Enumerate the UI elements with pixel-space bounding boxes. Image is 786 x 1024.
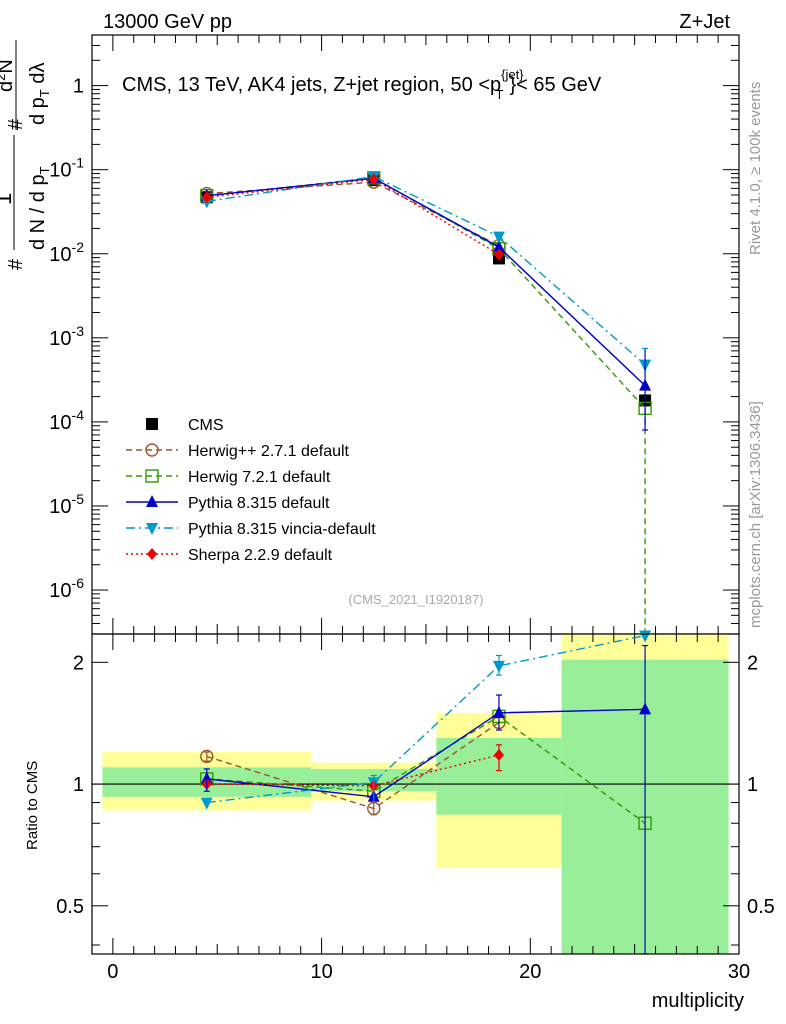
ratio-y-tick-label-right: 0.5 [747,896,775,918]
ratio-y-tick-label: 2 [73,652,84,674]
legend-marker [145,469,159,483]
series-line [206,178,500,256]
ratio-line [206,634,646,804]
rivet-label: Rivet 4.1.0, ≥ 100k events [747,82,764,255]
series-pythia-8-315-default [200,171,652,391]
main-ylabel: # 1 d N / d pT # d2N d pT dλ [0,40,52,270]
ratio-frame [91,633,740,955]
legend-item: Herwig 7.2.1 default [126,469,331,486]
ratio-line [206,708,646,798]
main-y-tick-label: 10-4 [49,407,84,434]
main-y-tick-label: 10-6 [49,575,84,602]
legend-item: Herwig++ 2.7.1 default [126,443,350,460]
svg-text:d N / d pT: d N / d pT [27,166,52,250]
x-tick-label: 20 [519,961,541,983]
header-left: 13000 GeV pp [103,11,232,33]
legend-label: CMS [188,417,224,434]
main-title: CMS, 13 TeV, AK4 jets, Z+jet region, 50 … [122,67,602,102]
x-tick-label: 30 [728,961,750,983]
legend-marker [147,548,157,560]
legend-marker [146,495,158,507]
x-tick-label: 10 [310,961,332,983]
ratio-y-tick-label-right: 2 [747,652,758,674]
ratio-line [206,715,646,824]
legend: CMS Herwig++ 2.7.1 default Herwig 7.2.1 de… [126,417,376,564]
ratio-point [200,749,214,764]
series-line [206,177,646,387]
svg-text:1: 1 [0,193,16,205]
main-y-tick-label: 10-2 [49,239,84,266]
analysis-id: (CMS_2021_I1920187) [348,592,483,607]
data-point [492,240,505,253]
header-right: Z+Jet [679,11,730,33]
series-pythia-8-315-vincia-default [200,171,652,372]
legend-label: Herwig 7.2.1 default [188,469,331,486]
legend-label: Herwig++ 2.7.1 default [188,443,350,460]
x-axis-label: multiplicity [652,990,744,1012]
series-line [206,177,646,409]
legend-marker [145,443,159,457]
series-herwig-2-7-1-default [200,175,506,253]
series-line [206,175,646,366]
main-y-tick-label: 10-1 [49,155,84,182]
ratio-point [200,797,213,810]
ratio-y-tick-label: 1 [73,774,84,796]
series-cms [200,174,652,407]
series-sherpa-2-2-9-default [201,173,504,261]
legend-item: CMS [146,417,224,434]
data-point [492,231,505,244]
legend-item: Pythia 8.315 vincia-default [126,521,376,538]
data-point [368,173,379,186]
legend-label: Pythia 8.315 default [188,495,330,512]
ratio-panel: 0.5 0.51 12 20 10 20 30 Ratio to CMS multiplic… [24,630,775,1012]
ratio-y-tick-label: 0.5 [56,896,84,918]
legend-item: Pythia 8.315 default [126,495,330,512]
main-frame [91,34,740,635]
svg-text:d2N: d2N [0,59,17,92]
main-y-tick-label: 10-3 [49,323,84,350]
main-panel: 10-6 10-5 10-4 10-3 10-2 10-1 1 CMS, 13 TeV, A… [0,34,740,635]
ratio-y-tick-label-right: 1 [747,774,758,796]
x-tick-label: 0 [107,961,118,983]
legend-label: Pythia 8.315 vincia-default [188,521,376,538]
data-point [201,191,212,204]
data-point [493,248,504,261]
legend-marker [146,523,158,535]
main-y-tick-label: 10-5 [49,491,84,518]
svg-text:d pT dλ: d pT dλ [27,63,52,125]
legend-label: Sherpa 2.2.9 default [188,547,333,564]
main-y-tick-label: 1 [73,76,84,98]
legend-marker [146,418,158,430]
legend-item: Sherpa 2.2.9 default [126,547,333,564]
ratio-ylabel: Ratio to CMS [24,761,41,850]
svg-text:#: # [5,258,27,270]
mcplots-label: mcplots.cern.ch [arXiv:1306.3436] [747,401,764,628]
